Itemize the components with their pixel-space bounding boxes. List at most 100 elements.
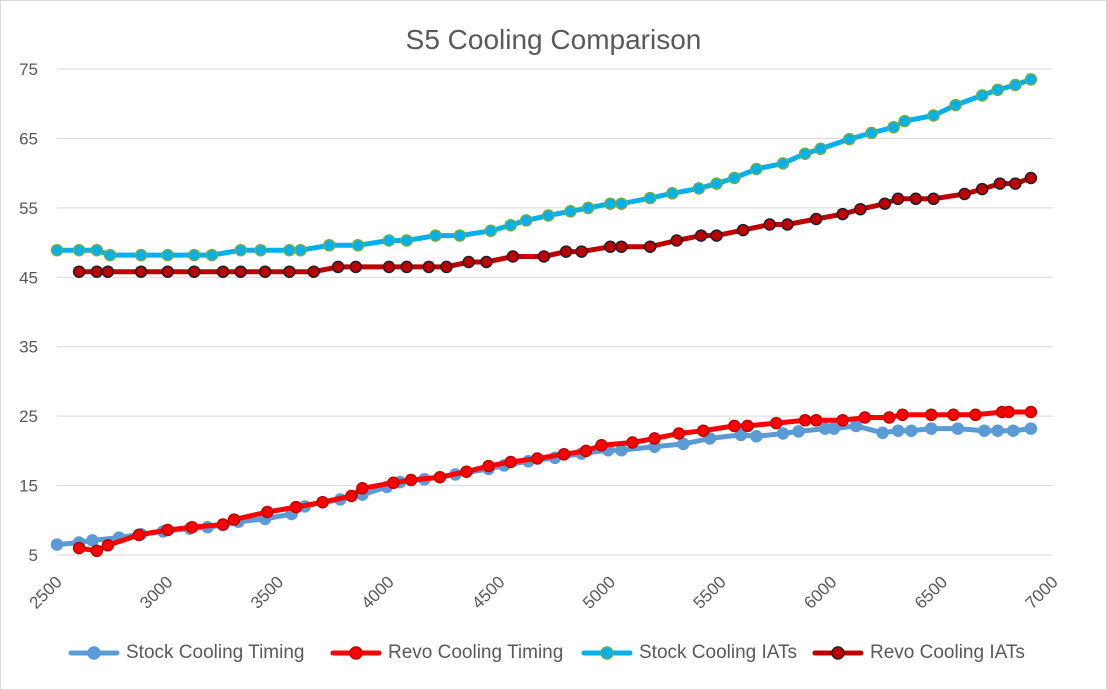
data-point (643, 191, 657, 205)
data-point (993, 177, 1007, 190)
legend-item: Revo Cooling IATs (812, 640, 1025, 666)
data-point (925, 408, 938, 422)
data-point (504, 455, 517, 469)
data-point (604, 240, 617, 253)
data-point (1024, 422, 1038, 435)
data-point (234, 243, 247, 257)
data-point (1024, 171, 1038, 185)
data-point (234, 265, 247, 278)
x-tick-label: 5000 (579, 572, 619, 612)
data-point (579, 444, 593, 458)
y-tick-label: 65 (19, 129, 38, 148)
data-point (400, 234, 413, 247)
data-point (185, 520, 199, 534)
data-point (947, 408, 960, 422)
data-point (90, 243, 104, 257)
data-point (72, 541, 86, 555)
data-point (887, 121, 900, 134)
data-point (205, 248, 219, 262)
data-point (356, 482, 369, 495)
data-point (387, 476, 400, 490)
data-point (294, 243, 307, 257)
data-point (382, 260, 396, 274)
data-point (307, 265, 320, 278)
data-point (161, 248, 174, 262)
x-tick-label: 3000 (136, 572, 176, 612)
data-point (776, 157, 790, 170)
data-point (72, 243, 86, 257)
data-point (882, 411, 896, 424)
data-point (781, 218, 794, 231)
data-point (134, 265, 148, 278)
data-point (559, 245, 573, 258)
data-point (322, 239, 336, 252)
legend-item: Stock Cooling Timing (68, 640, 304, 666)
data-point (504, 218, 517, 232)
data-point (991, 424, 1004, 437)
legend-label: Revo Cooling IATs (870, 642, 1025, 663)
data-point (537, 250, 551, 263)
data-point (581, 201, 595, 215)
y-tick-label: 75 (19, 60, 38, 79)
data-point (101, 539, 115, 552)
legend-marker (831, 646, 845, 660)
legend-label: Stock Cooling IATs (639, 642, 798, 663)
y-tick-label: 5 (29, 546, 38, 565)
data-point (1009, 177, 1022, 190)
data-point (909, 192, 923, 206)
y-tick-label: 55 (19, 199, 38, 218)
data-point (763, 218, 776, 231)
x-tick-label: 7000 (1022, 572, 1062, 612)
legend-label: Revo Cooling Timing (388, 642, 564, 663)
data-point (216, 265, 230, 278)
legend-swatch (581, 646, 633, 660)
legend-marker (600, 646, 614, 660)
data-point (896, 408, 909, 422)
data-point (404, 473, 418, 487)
y-axis-ticks: 5 15 25 35 45 55 65 75 (19, 60, 38, 565)
legend-swatch (812, 646, 864, 660)
x-tick-label: 6500 (911, 572, 951, 612)
data-point (604, 197, 617, 210)
data-point (382, 234, 396, 247)
data-point (878, 197, 892, 210)
y-tick-label: 45 (19, 268, 38, 287)
data-point (531, 452, 544, 465)
data-point (677, 437, 690, 451)
data-point (843, 132, 856, 146)
legend: Stock Cooling Timing Revo Cooling Timing S… (0, 640, 1107, 666)
chart-title: S5 Cooling Comparison (405, 24, 702, 55)
data-point (854, 202, 867, 216)
data-point (615, 197, 628, 210)
x-tick-label: 4000 (358, 572, 398, 612)
x-tick-label: 2500 (26, 572, 66, 612)
data-point (975, 89, 989, 102)
data-point (440, 260, 453, 274)
data-point (734, 428, 748, 442)
data-point (865, 126, 878, 140)
data-point (925, 422, 938, 435)
data-point (836, 414, 849, 427)
data-point (429, 229, 442, 242)
data-point (1006, 424, 1020, 437)
data-point (1024, 405, 1038, 419)
data-point (814, 142, 827, 156)
data-point (626, 436, 639, 449)
y-tick-label: 35 (19, 338, 38, 357)
data-point (741, 419, 754, 433)
data-point (809, 414, 823, 427)
data-point (254, 243, 267, 257)
x-axis-ticks: 2500 3000 3500 4000 4500 5000 5500 6000 6500 7000 (26, 572, 1062, 612)
data-point (480, 255, 493, 269)
gridlines (57, 68, 1053, 556)
data-point (876, 426, 889, 440)
data-point (615, 240, 628, 253)
data-point (891, 424, 905, 437)
data-point (891, 192, 905, 206)
data-point (557, 448, 571, 461)
legend-item: Stock Cooling IATs (581, 640, 797, 666)
data-point (453, 229, 467, 242)
series-revo-cooling-timing (72, 405, 1038, 558)
data-point (187, 248, 201, 262)
